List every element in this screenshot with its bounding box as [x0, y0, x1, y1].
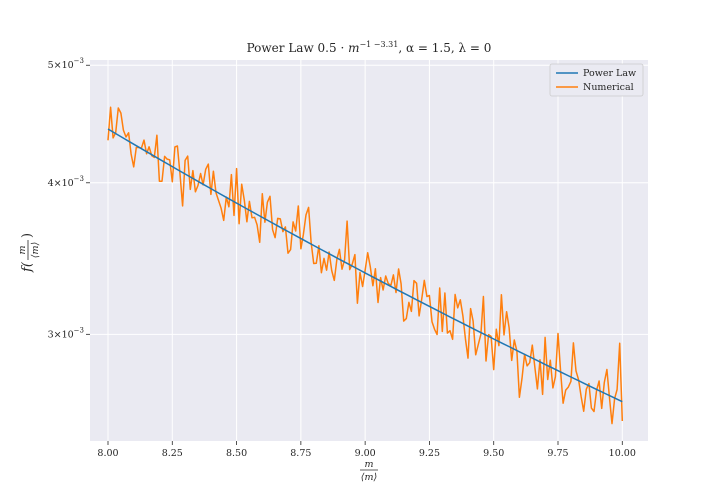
- y-axis-label-numerator: m: [17, 245, 28, 254]
- title-exponent: −1 −3.31: [359, 40, 398, 49]
- y-tick-label: 3×10−3: [48, 326, 84, 340]
- x-tick-label: 10.00: [609, 448, 636, 459]
- title-suffix: , α = 1.5, λ = 0: [398, 41, 491, 55]
- title-base: m: [348, 41, 359, 55]
- x-tick-label: 9.00: [355, 448, 376, 459]
- y-axis-label-denominator: ⟨m⟩: [30, 242, 41, 258]
- legend-box: [549, 63, 644, 97]
- y-axis-label-lead: f(: [20, 261, 35, 273]
- y-tick-label: 5×10−3: [48, 57, 84, 71]
- y-axis-label-close: ): [20, 233, 35, 238]
- x-tick-label: 8.50: [226, 448, 247, 459]
- series-layer: [107, 106, 624, 425]
- x-tick-label: 8.00: [97, 448, 118, 459]
- x-tick-label: 9.50: [483, 448, 504, 459]
- x-axis-ticks: 8.00 8.25 8.50 8.75 9.00 9.25 9.50 9.75 10.00: [97, 441, 636, 459]
- x-axis-label-denominator: ⟨m⟩: [361, 472, 377, 483]
- legend-label-power-law: Power Law: [583, 68, 636, 79]
- legend-label-numerical: Numerical: [583, 82, 634, 93]
- x-tick-label: 8.75: [290, 448, 311, 459]
- title-prefix: Power Law 0.5 ·: [247, 41, 348, 55]
- series-line-numerical: [107, 106, 624, 425]
- x-tick-label: 9.75: [547, 448, 568, 459]
- y-tick-label: 4×10−3: [48, 175, 84, 189]
- plot-area: [90, 60, 648, 441]
- x-tick-label: 8.25: [162, 448, 183, 459]
- x-tick-label: 9.25: [419, 448, 440, 459]
- y-axis-label: f( m ⟨m⟩ ): [17, 233, 41, 273]
- x-axis-label: m ⟨m⟩: [360, 459, 378, 483]
- legend: Power Law Numerical: [549, 63, 644, 97]
- x-axis-label-numerator: m: [364, 459, 373, 470]
- y-axis-ticks: 5×10−3 4×10−3 3×10−3: [48, 57, 90, 340]
- series-line-power-law: [107, 128, 623, 403]
- chart-title: Power Law 0.5 · m−1 −3.31, α = 1.5, λ = …: [247, 40, 492, 55]
